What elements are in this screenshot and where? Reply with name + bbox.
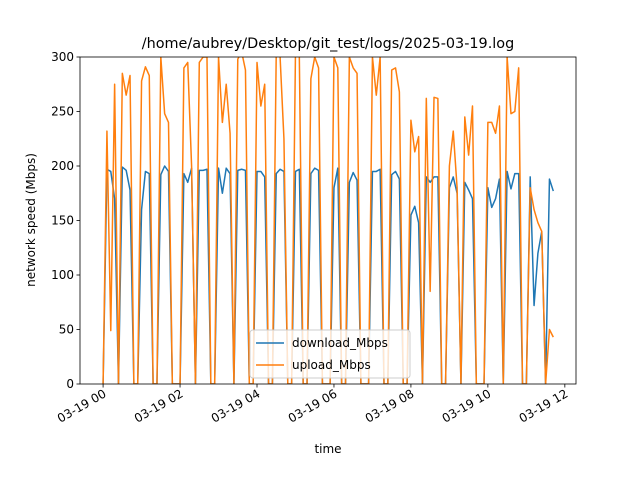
- legend-label: download_Mbps: [292, 336, 388, 350]
- y-tick-label: 250: [51, 105, 74, 119]
- x-tick-label: 03-19 08: [363, 386, 417, 425]
- x-tick-label: 03-19 12: [517, 386, 571, 425]
- chart-title: /home/aubrey/Desktop/git_test/logs/2025-…: [142, 36, 514, 52]
- x-tick-label: 03-19 10: [440, 386, 494, 425]
- y-tick-label: 100: [51, 268, 74, 282]
- x-tick-label: 03-19 02: [132, 386, 186, 425]
- x-axis-label: time: [314, 442, 341, 456]
- y-tick-label: 0: [66, 377, 74, 391]
- y-tick-label: 150: [51, 214, 74, 228]
- x-tick-label: 03-19 04: [209, 386, 263, 425]
- y-axis-label: network speed (Mbps): [24, 153, 38, 287]
- y-tick-label: 50: [59, 323, 74, 337]
- x-tick-label: 03-19 06: [286, 386, 340, 425]
- x-tick-label: 03-19 00: [55, 386, 109, 425]
- y-tick-label: 300: [51, 50, 74, 64]
- legend-label: upload_Mbps: [292, 358, 371, 372]
- y-tick-label: 200: [51, 159, 74, 173]
- legend-box: [249, 329, 411, 379]
